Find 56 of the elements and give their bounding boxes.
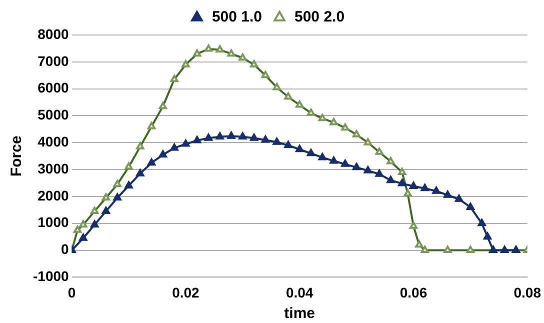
point bbox=[182, 139, 190, 147]
point bbox=[398, 179, 406, 186]
point bbox=[420, 184, 429, 192]
point bbox=[227, 132, 236, 139]
point bbox=[136, 169, 144, 176]
point bbox=[272, 138, 281, 145]
y-tick-label: 1000 bbox=[38, 214, 70, 230]
point bbox=[148, 158, 156, 166]
point bbox=[204, 134, 213, 141]
point bbox=[466, 202, 474, 210]
point bbox=[261, 135, 270, 143]
point bbox=[500, 246, 509, 254]
x-tick-label: 0.02 bbox=[172, 284, 200, 300]
point bbox=[432, 186, 440, 194]
point bbox=[296, 144, 304, 152]
point bbox=[375, 170, 384, 177]
point bbox=[483, 232, 492, 240]
y-tick-label: 0 bbox=[61, 241, 70, 258]
y-tick-label: -1000 bbox=[32, 268, 70, 284]
x-tick-label: 0.04 bbox=[286, 284, 314, 300]
point bbox=[364, 166, 372, 174]
y-tick-label: 5000 bbox=[38, 106, 70, 123]
legend-label: 500 1.0 bbox=[212, 8, 262, 26]
y-tick-label: 4000 bbox=[38, 134, 70, 150]
point bbox=[90, 220, 99, 228]
y-tick-label: 3000 bbox=[38, 160, 70, 176]
point bbox=[113, 193, 122, 201]
x-axis-title: time bbox=[284, 305, 316, 322]
point bbox=[352, 162, 361, 170]
legend-label: 500 2.0 bbox=[294, 8, 345, 26]
point bbox=[124, 181, 133, 188]
y-tick-label: 2000 bbox=[38, 187, 70, 204]
point bbox=[79, 234, 88, 241]
y-tick-label: 7000 bbox=[38, 52, 70, 69]
point bbox=[170, 144, 178, 151]
point bbox=[193, 136, 202, 144]
point bbox=[306, 148, 316, 156]
y-tick-label: 6000 bbox=[38, 80, 70, 96]
x-tick-label: 0.06 bbox=[400, 284, 428, 300]
point bbox=[216, 132, 224, 140]
y-tick-label: 8000 bbox=[38, 26, 70, 42]
point bbox=[455, 194, 464, 202]
point bbox=[330, 156, 338, 164]
point bbox=[102, 206, 110, 214]
point bbox=[444, 190, 452, 198]
point bbox=[386, 176, 395, 184]
x-tick-label: 0.08 bbox=[514, 284, 542, 300]
point bbox=[409, 182, 418, 189]
point bbox=[341, 160, 350, 167]
point bbox=[250, 134, 258, 141]
y-axis-title: Force bbox=[8, 136, 26, 177]
point bbox=[158, 150, 167, 158]
point bbox=[318, 152, 326, 160]
point bbox=[284, 140, 292, 148]
point bbox=[238, 132, 247, 140]
point bbox=[478, 218, 486, 226]
